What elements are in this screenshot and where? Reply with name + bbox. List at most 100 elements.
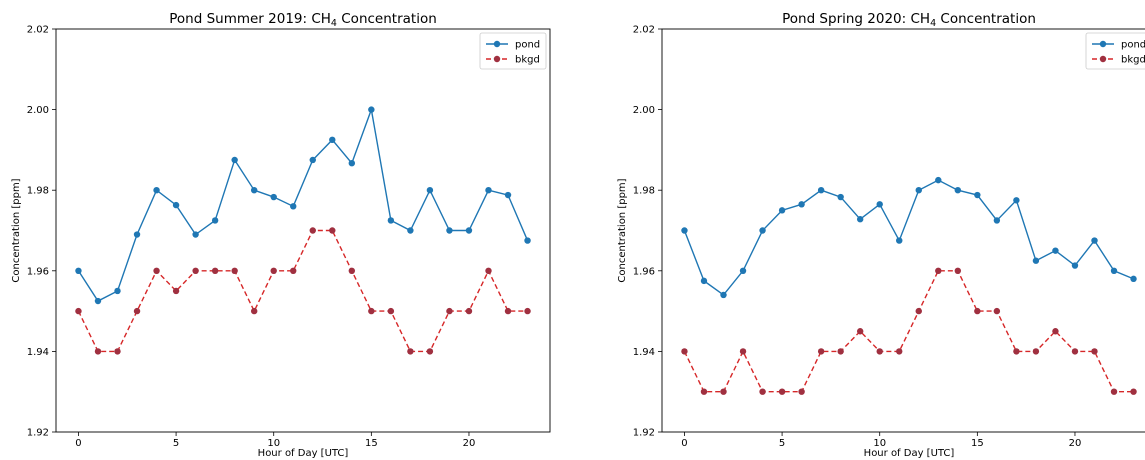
data-point-bkgd — [250, 307, 258, 315]
data-point-pond — [75, 267, 82, 274]
data-point-bkgd — [133, 307, 141, 315]
data-point-pond — [231, 156, 238, 164]
data-point-pond — [778, 207, 786, 214]
data-point-bkgd — [524, 307, 531, 315]
y-tick-label: 2.00 — [633, 105, 655, 116]
data-point-pond — [993, 217, 1001, 224]
legend-marker-bkgd — [493, 55, 501, 63]
data-point-pond — [954, 187, 962, 194]
chart-title-tail: Concentration — [936, 11, 1036, 27]
y-tick-label: 1.96 — [633, 266, 655, 277]
data-point-pond — [348, 159, 356, 167]
axes-frame — [55, 28, 551, 433]
data-point-pond — [426, 187, 434, 194]
data-point-pond — [368, 106, 375, 113]
data-point-bkgd — [94, 348, 102, 355]
data-point-bkgd — [290, 267, 297, 274]
data-point-pond — [446, 227, 453, 234]
data-point-pond — [250, 187, 258, 194]
data-point-bkgd — [1052, 328, 1059, 335]
chart-title-main: Pond Spring 2020: CH — [782, 11, 930, 27]
data-point-bkgd — [1110, 388, 1118, 395]
x-tick-label: 5 — [779, 438, 785, 449]
data-point-bkgd — [465, 307, 473, 315]
data-point-bkgd — [1032, 348, 1040, 355]
chart-title-subscript: 4 — [331, 18, 337, 29]
data-point-pond — [309, 156, 316, 164]
data-point-pond — [172, 201, 180, 209]
axes-frame — [661, 28, 1145, 433]
y-tick-label: 2.02 — [27, 25, 49, 36]
x-tick-label: 10 — [267, 438, 280, 449]
data-point-bkgd — [309, 227, 316, 234]
data-point-bkgd — [759, 388, 766, 395]
data-point-bkgd — [348, 267, 356, 274]
data-point-bkgd — [935, 267, 942, 274]
data-point-pond — [1130, 275, 1137, 283]
data-point-bkgd — [915, 307, 922, 315]
data-point-bkgd — [700, 388, 708, 395]
x-tick-label: 5 — [173, 438, 179, 449]
legend-marker-pond — [493, 40, 501, 48]
data-point-pond — [94, 297, 102, 305]
data-point-pond — [935, 176, 942, 184]
legend-label-bkgd: bkgd — [515, 55, 540, 66]
data-point-pond — [524, 237, 531, 244]
x-tick-label: 20 — [463, 438, 476, 449]
data-point-pond — [739, 267, 747, 274]
data-point-bkgd — [817, 348, 825, 355]
x-tick-label: 0 — [75, 438, 81, 449]
data-point-pond — [974, 191, 981, 199]
data-point-bkgd — [1130, 388, 1137, 395]
y-axis-label: Concentration [ppm] — [617, 178, 628, 282]
data-point-pond — [485, 187, 492, 194]
data-point-pond — [876, 201, 883, 208]
data-point-pond — [290, 203, 297, 210]
y-tick-label: 1.92 — [27, 428, 49, 439]
y-tick-label: 1.98 — [633, 186, 655, 197]
y-tick-label: 1.98 — [27, 186, 49, 197]
x-tick-label: 15 — [971, 438, 984, 449]
chart-panel-1: Pond Summer 2019: CH4 Concentration 1.92 1… — [11, 11, 551, 459]
data-point-bkgd — [211, 267, 219, 274]
data-point-pond — [1091, 237, 1098, 244]
y-tick-label: 1.96 — [27, 266, 49, 277]
chart-title-subscript: 4 — [930, 18, 936, 29]
data-point-pond — [837, 193, 844, 201]
x-tick-label: 0 — [681, 438, 687, 449]
x-axis-label: Hour of Day [UTC] — [864, 448, 955, 459]
data-point-bkgd — [407, 348, 414, 355]
data-point-pond — [817, 187, 825, 194]
data-point-pond — [759, 227, 766, 234]
data-point-bkgd — [798, 388, 805, 395]
data-point-pond — [856, 216, 864, 223]
chart-title: Pond Spring 2020: CH4 Concentration — [782, 11, 1036, 29]
y-tick-label: 2.02 — [633, 25, 655, 36]
data-point-bkgd — [485, 267, 492, 274]
legend-marker-pond — [1099, 40, 1107, 48]
y-tick-label: 1.94 — [27, 347, 49, 358]
data-point-bkgd — [329, 227, 336, 234]
x-tick-label: 15 — [365, 438, 378, 449]
data-point-bkgd — [993, 307, 1001, 315]
series-line-pond — [77, 106, 529, 302]
data-point-bkgd — [856, 328, 864, 335]
data-point-bkgd — [75, 307, 82, 315]
data-point-pond — [798, 201, 805, 208]
data-point-pond — [1052, 247, 1059, 254]
data-point-pond — [407, 227, 414, 234]
data-point-pond — [153, 187, 160, 194]
data-point-bkgd — [974, 307, 981, 315]
data-point-bkgd — [837, 348, 844, 355]
data-point-bkgd — [153, 267, 160, 274]
data-point-pond — [915, 187, 922, 194]
series-line-bkgd — [77, 229, 528, 353]
chart-panel-2: Pond Spring 2020: CH4 Concentration 1.92 1… — [617, 11, 1145, 459]
chart-title: Pond Summer 2019: CH4 Concentration — [169, 11, 437, 29]
data-point-bkgd — [1013, 348, 1020, 355]
data-point-bkgd — [504, 307, 512, 315]
data-point-pond — [133, 231, 141, 238]
data-point-bkgd — [720, 388, 727, 395]
data-point-bkgd — [426, 348, 434, 355]
